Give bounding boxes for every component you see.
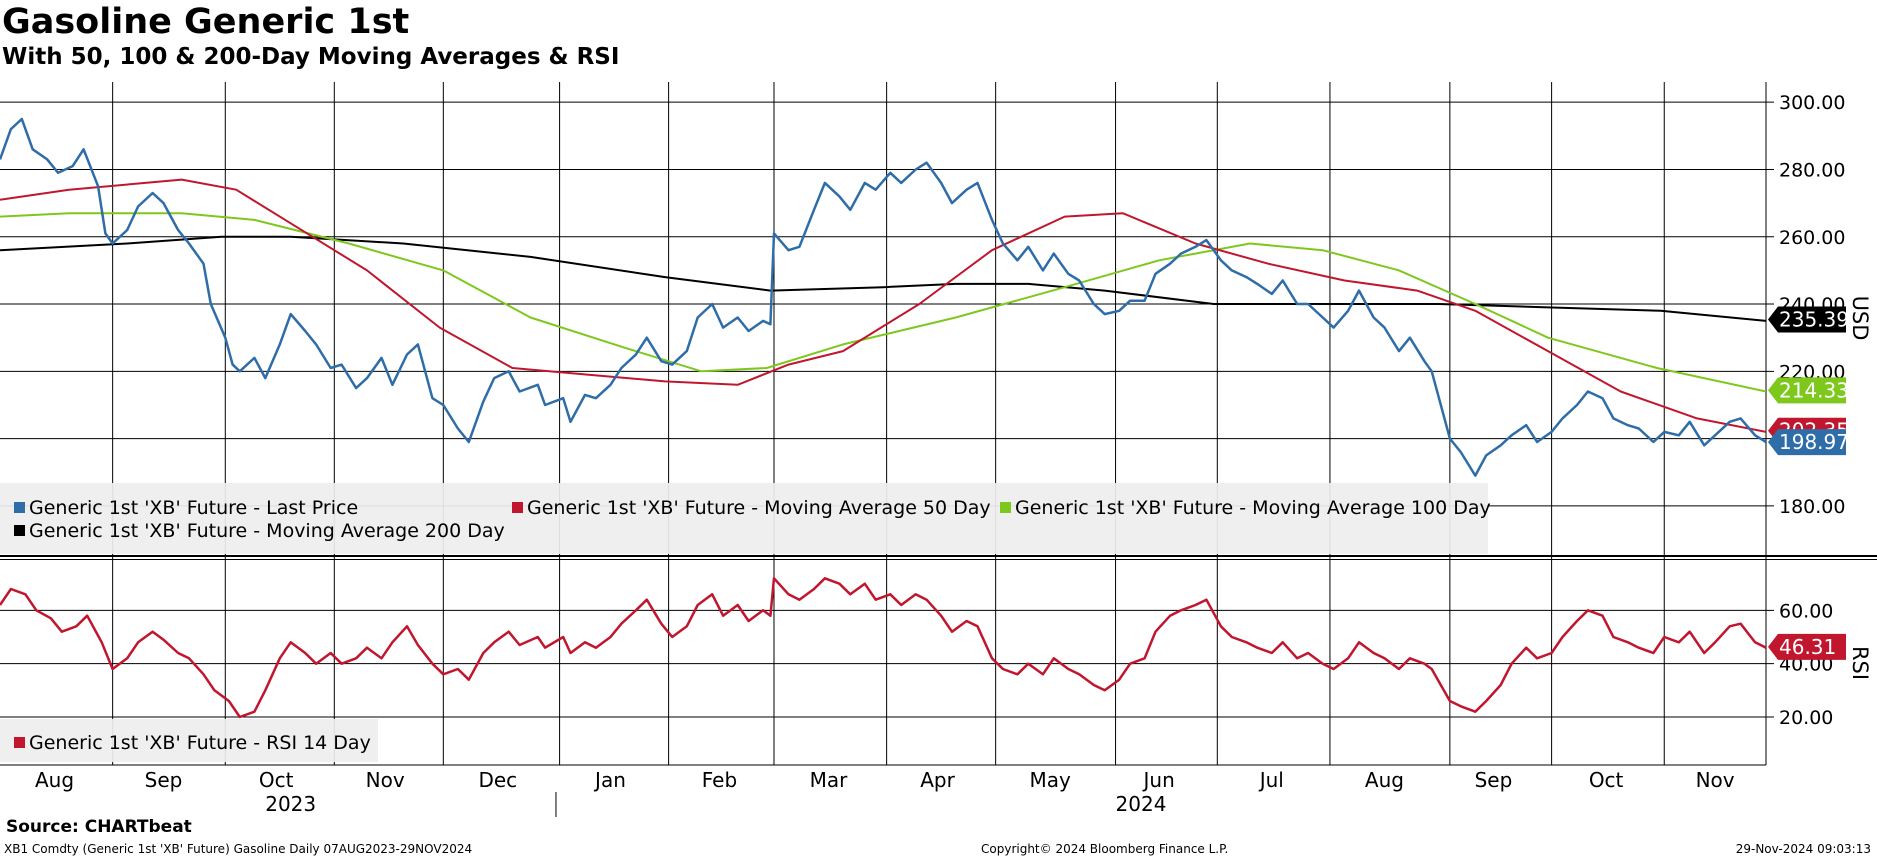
legend-label: Generic 1st 'XB' Future - RSI 14 Day <box>29 732 371 754</box>
x-year-label: 2023 <box>265 792 316 816</box>
series-line-ma200 <box>0 235 1766 322</box>
legend-swatch <box>14 525 25 536</box>
gridlines <box>0 82 1774 765</box>
footer-copyright: Copyright© 2024 Bloomberg Finance L.P. <box>981 842 1229 856</box>
legend-swatch <box>512 502 523 513</box>
x-tick-label: Nov <box>1696 768 1735 792</box>
legend-swatch <box>14 737 25 748</box>
x-tick-label: Aug <box>1365 768 1404 792</box>
last-value-ma200: 235.39 <box>1768 306 1849 333</box>
x-tick-label: Oct <box>1589 768 1624 792</box>
last-value-rsi: 46.31 <box>1768 633 1846 660</box>
badge-label: 198.97 <box>1779 430 1849 454</box>
legend: Generic 1st 'XB' Future - Last Price Gene… <box>0 483 1491 554</box>
y-tick-label: 180.00 <box>1779 496 1845 518</box>
legend-label: Generic 1st 'XB' Future - Moving Average… <box>527 497 991 519</box>
legend-background <box>0 483 1488 554</box>
y-tick-label: 260.00 <box>1779 227 1845 249</box>
badge-label: 46.31 <box>1779 635 1836 659</box>
x-tick-label: Jun <box>1142 768 1175 792</box>
legend: Generic 1st 'XB' Future - RSI 14 Day <box>0 719 378 762</box>
x-tick-label: Sep <box>145 768 183 792</box>
badge-label: 235.39 <box>1779 308 1849 332</box>
x-tick-label: Apr <box>920 768 955 792</box>
badge-label: 214.33 <box>1779 378 1849 402</box>
x-tick-label: Aug <box>35 768 74 792</box>
badge-shape <box>1768 633 1846 660</box>
last-value-price: 198.97 <box>1768 429 1849 456</box>
legend-label: Generic 1st 'XB' Future - Moving Average… <box>1015 497 1491 519</box>
x-tick-label: Jan <box>593 768 626 792</box>
footer-timestamp: 29-Nov-2024 09:03:13 <box>1735 842 1871 856</box>
badge-shape <box>1768 377 1846 404</box>
series-line-price <box>0 117 1766 477</box>
y-tick-label: 20.00 <box>1779 707 1833 729</box>
source-label: Source: CHARTbeat <box>6 817 192 837</box>
legend-swatch <box>14 502 25 513</box>
y-axis-title-rsi: RSI <box>1848 646 1872 680</box>
x-tick-label: Jul <box>1258 768 1284 792</box>
legend-label: Generic 1st 'XB' Future - Moving Average… <box>29 520 505 542</box>
badge-shape <box>1768 429 1846 456</box>
x-tick-label: Dec <box>478 768 517 792</box>
x-tick-label: Oct <box>259 768 294 792</box>
series-line-ma50 <box>0 178 1766 433</box>
badge-shape <box>1768 306 1846 333</box>
x-year-label: 2024 <box>1116 792 1167 816</box>
y-tick-label: 60.00 <box>1779 600 1833 622</box>
x-tick-label: Nov <box>366 768 405 792</box>
legend-swatch <box>1000 502 1011 513</box>
x-tick-label: Mar <box>810 768 849 792</box>
chart-canvas: 300.00280.00260.00240.00220.00200.00180.… <box>0 82 1877 817</box>
x-tick-label: Sep <box>1475 768 1513 792</box>
x-tick-label: Feb <box>702 768 737 792</box>
y-axis-title-usd: USD <box>1848 296 1872 341</box>
x-tick-label: May <box>1029 768 1071 792</box>
chart-title: Gasoline Generic 1st <box>2 2 410 42</box>
series-line-ma100 <box>0 212 1766 393</box>
y-tick-label: 280.00 <box>1779 159 1845 181</box>
legend-background <box>0 719 378 762</box>
footer-description: XB1 Comdty (Generic 1st 'XB' Future) Gas… <box>4 842 473 856</box>
chart-subtitle: With 50, 100 & 200-Day Moving Averages &… <box>2 44 620 70</box>
last-value-ma100: 214.33 <box>1768 377 1849 404</box>
y-tick-label: 300.00 <box>1779 92 1845 114</box>
legend-label: Generic 1st 'XB' Future - Last Price <box>29 497 358 519</box>
series-line-rsi <box>0 577 1766 719</box>
